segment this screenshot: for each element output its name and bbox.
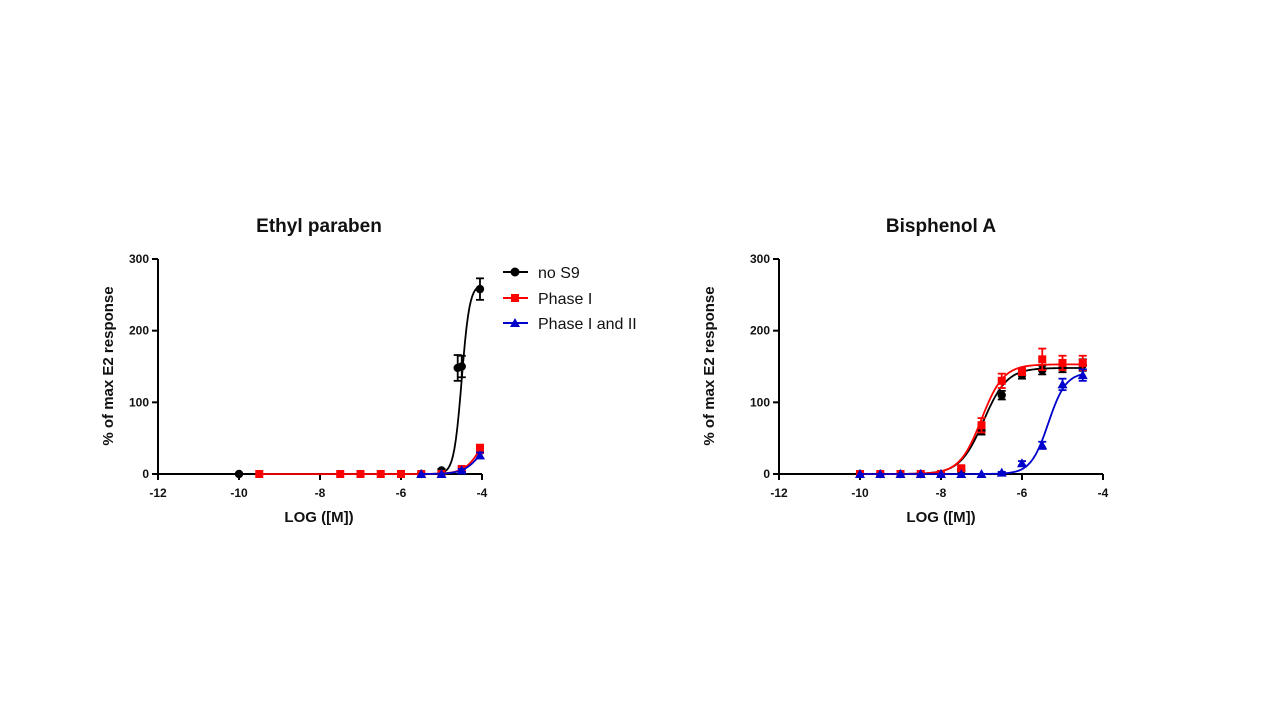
y-tick-label: 200 [129,324,149,338]
chart-title: Ethyl paraben [256,216,382,237]
chart-ethyl-paraben: Ethyl paraben LOG ([M]) % of max E2 resp… [100,216,488,526]
x-tick-label: -10 [230,486,248,500]
plot-area: -12 -10 -8 -6 -4 0 100 200 300 [129,252,488,500]
data-point [996,467,1007,477]
y-tick-label: 0 [142,467,149,481]
legend-label: no S9 [538,265,580,282]
data-point [997,376,1006,385]
series-no-s9 [234,277,485,479]
data-point [475,284,485,294]
data-point [976,469,987,478]
legend-item-no-s9: no S9 [503,265,580,282]
data-point [1037,440,1048,450]
legend-item-phase-i-and-ii: Phase I and II [503,316,637,333]
data-point [336,470,345,478]
data-point [956,469,967,478]
fit-curve [239,285,481,475]
series-no-s9 [855,358,1087,479]
data-point [1018,367,1026,376]
legend-square-marker [511,294,519,302]
legend-item-phase-i: Phase I [503,291,592,308]
x-tick-label: -6 [396,486,407,500]
x-tick-label: -12 [770,486,788,500]
y-axis-label: % of max E2 response [701,286,718,445]
x-tick-label: -12 [149,486,167,500]
data-point [936,469,946,478]
series-phase-i-and-ii [416,450,485,478]
data-point [957,464,966,473]
legend-label: Phase I [538,291,592,308]
data-point [1038,355,1047,364]
data-point [915,469,926,478]
data-point [977,421,986,430]
data-point [1017,458,1027,468]
x-tick-label: -8 [936,486,947,500]
y-tick-label: 300 [129,252,149,266]
data-point [436,469,447,478]
x-tick-label: -8 [315,486,326,500]
fit-curve [421,454,481,475]
x-tick-label: -4 [1098,486,1109,500]
chart-bisphenol-a: Bisphenol A LOG ([M]) % of max E2 respon… [701,216,1109,526]
data-point [895,469,906,478]
data-point [1077,370,1088,380]
legend-label: Phase I and II [538,316,637,333]
data-point [356,470,365,478]
series-phase-i-and-ii [855,368,1088,478]
data-point [875,469,886,478]
y-tick-label: 300 [750,252,770,266]
y-tick-label: 200 [750,324,770,338]
data-point [997,390,1006,400]
x-axis-label: LOG ([M]) [284,509,353,526]
legend-triangle-marker [510,318,520,327]
y-tick-label: 100 [750,395,770,409]
fit-curve [860,373,1083,475]
y-tick-label: 0 [763,467,770,481]
plot-area: -12 -10 -8 -6 -4 0 100 200 300 [750,252,1109,500]
data-point [1058,358,1067,367]
data-point [234,469,244,479]
chart-title: Bisphenol A [886,216,996,237]
x-tick-label: -10 [851,486,869,500]
x-axis-label: LOG ([M]) [906,509,975,526]
x-tick-label: -6 [1017,486,1028,500]
data-point [474,450,485,460]
x-tick-label: -4 [477,486,488,500]
legend: no S9 Phase I Phase I and II [503,265,637,333]
data-point [1057,379,1068,389]
data-point [255,470,264,478]
legend-circle-marker [510,267,520,277]
data-point [376,470,385,478]
data-point [457,362,466,371]
data-point [475,444,484,453]
data-point [416,469,427,478]
data-point [1078,358,1087,367]
data-point [397,470,405,478]
y-tick-label: 100 [129,395,149,409]
y-axis-label: % of max E2 response [100,286,117,445]
data-point [456,465,467,475]
data-point [855,469,865,478]
